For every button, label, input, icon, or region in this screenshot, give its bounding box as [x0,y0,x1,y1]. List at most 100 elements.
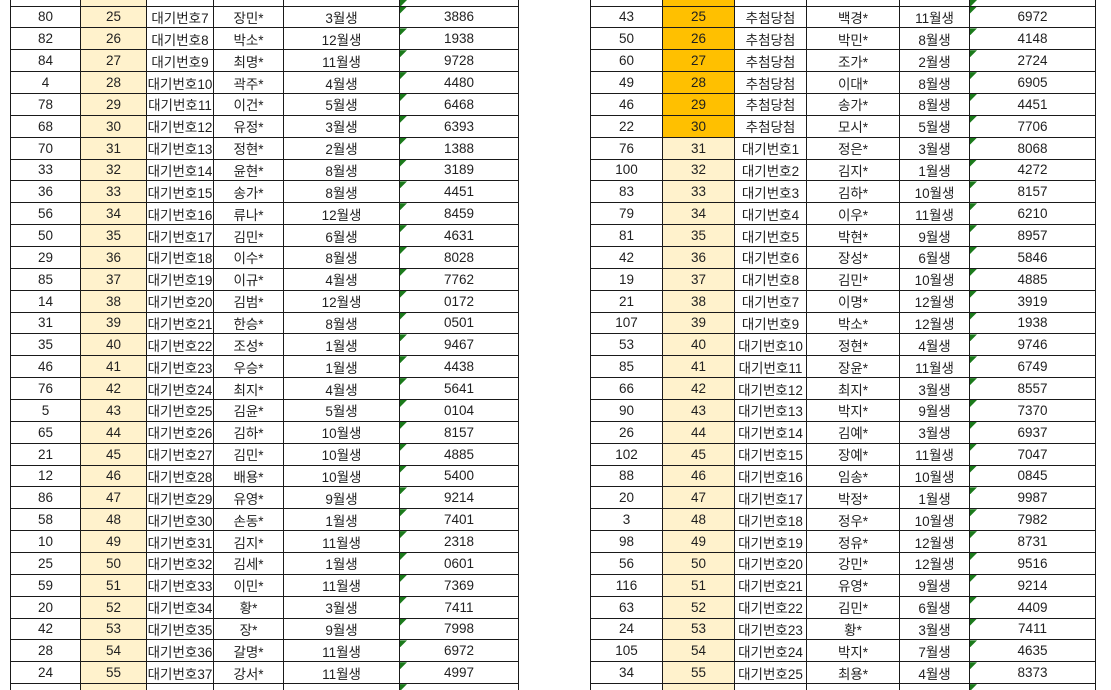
cell-status[interactable]: 대기번호11 [147,93,214,116]
cell-name[interactable]: 김윤* [214,399,284,422]
cell-status[interactable]: 추첨당첨 [735,50,807,73]
cell-status[interactable]: 대기번호18 [147,246,214,269]
cell-entry-number[interactable]: 21 [11,443,81,466]
cell-rank[interactable]: 55 [81,662,147,685]
cell-entry-number[interactable]: 14 [11,290,81,313]
cell-code[interactable]: 3189 [400,159,519,182]
cell-name[interactable] [214,0,284,7]
cell-entry-number[interactable]: 42 [11,618,81,641]
cell-name[interactable]: 김지* [214,531,284,553]
cell-name[interactable]: 박현* [807,225,900,247]
cell-code[interactable]: 7706 [970,115,1096,138]
cell-status[interactable]: 대기번호11 [735,356,807,379]
cell-rank[interactable]: 28 [663,72,735,94]
cell-birth-month[interactable]: 10월생 [900,181,970,204]
cell-code[interactable]: 4451 [400,181,519,204]
cell-entry-number[interactable]: 88 [591,465,663,488]
cell-birth-month[interactable]: 11월생 [284,574,400,597]
cell-name[interactable]: 강서* [214,662,284,685]
cell-code[interactable]: 0601 [400,552,519,575]
cell-name[interactable]: 박지* [807,399,900,422]
cell-entry-number[interactable]: 68 [11,115,81,138]
cell-entry-number[interactable]: 21 [591,290,663,313]
cell-status[interactable]: 대기번호17 [147,225,214,247]
cell-status[interactable]: 대기번호5 [735,225,807,247]
cell-birth-month[interactable]: 11월생 [900,443,970,466]
cell-rank[interactable]: 43 [663,399,735,422]
cell-birth-month[interactable]: 12월생 [900,531,970,553]
cell-rank[interactable]: 54 [81,640,147,663]
cell-entry-number[interactable]: 86 [11,487,81,510]
cell-status[interactable]: 대기번호20 [735,552,807,575]
cell-code[interactable]: 6210 [970,203,1096,226]
cell-code[interactable]: 8068 [970,137,1096,160]
cell-status[interactable]: 대기번호3 [735,181,807,204]
cell-entry-number[interactable]: 20 [591,487,663,510]
cell-entry-number[interactable]: 105 [591,640,663,663]
cell-entry-number[interactable]: 24 [591,618,663,641]
cell-birth-month[interactable] [284,684,400,690]
cell-rank[interactable]: 32 [663,159,735,182]
cell-status[interactable]: 대기번호23 [147,356,214,379]
cell-entry-number[interactable]: 24 [11,662,81,685]
cell-name[interactable]: 윤현* [214,159,284,182]
cell-rank[interactable] [663,684,735,690]
cell-code[interactable]: 7982 [970,509,1096,532]
cell-entry-number[interactable]: 36 [11,181,81,204]
cell-birth-month[interactable] [900,0,970,7]
cell-status[interactable]: 대기번호1 [735,137,807,160]
cell-birth-month[interactable]: 1월생 [284,509,400,532]
cell-birth-month[interactable] [900,684,970,690]
cell-birth-month[interactable]: 8월생 [284,159,400,182]
cell-name[interactable]: 장민* [214,6,284,29]
cell-status[interactable]: 대기번호24 [735,640,807,663]
cell-rank[interactable]: 42 [81,378,147,400]
cell-entry-number[interactable] [11,684,81,690]
cell-status[interactable]: 대기번호21 [147,312,214,335]
cell-code[interactable]: 6937 [970,421,1096,444]
cell-status[interactable]: 대기번호8 [147,28,214,51]
cell-birth-month[interactable]: 3월생 [900,378,970,400]
cell-entry-number[interactable]: 25 [11,552,81,575]
cell-name[interactable]: 황* [214,596,284,619]
cell-status[interactable]: 대기번호9 [147,50,214,73]
cell-status[interactable]: 대기번호19 [735,531,807,553]
cell-birth-month[interactable]: 9월생 [900,399,970,422]
cell-rank[interactable]: 30 [81,115,147,138]
cell-rank[interactable]: 36 [663,246,735,269]
cell-name[interactable]: 송가* [214,181,284,204]
cell-status[interactable]: 대기번호25 [735,662,807,685]
cell-birth-month[interactable]: 10월생 [284,443,400,466]
cell-birth-month[interactable]: 9월생 [900,225,970,247]
cell-birth-month[interactable]: 1월생 [900,159,970,182]
cell-status[interactable]: 대기번호17 [735,487,807,510]
cell-birth-month[interactable]: 11월생 [900,203,970,226]
cell-rank[interactable]: 30 [663,115,735,138]
cell-code[interactable]: 0172 [400,290,519,313]
cell-code[interactable]: 7401 [400,509,519,532]
cell-code[interactable]: 4438 [400,356,519,379]
cell-rank[interactable]: 26 [81,28,147,51]
cell-entry-number[interactable]: 43 [591,6,663,29]
cell-name[interactable]: 강민* [807,552,900,575]
cell-name[interactable]: 이수* [214,246,284,269]
cell-rank[interactable]: 50 [81,552,147,575]
cell-name[interactable]: 이명* [807,290,900,313]
cell-rank[interactable]: 51 [81,574,147,597]
cell-status[interactable]: 대기번호7 [735,290,807,313]
cell-entry-number[interactable]: 63 [591,596,663,619]
cell-birth-month[interactable]: 8월생 [900,93,970,116]
cell-name[interactable]: 최용* [807,662,900,685]
cell-code[interactable]: 2724 [970,50,1096,73]
cell-rank[interactable] [81,0,147,7]
cell-name[interactable]: 김세* [214,552,284,575]
cell-rank[interactable]: 41 [81,356,147,379]
cell-code[interactable]: 7369 [400,574,519,597]
cell-name[interactable]: 정유* [807,531,900,553]
cell-entry-number[interactable]: 35 [11,334,81,357]
cell-birth-month[interactable]: 11월생 [900,6,970,29]
cell-entry-number[interactable]: 116 [591,574,663,597]
cell-birth-month[interactable]: 9월생 [900,574,970,597]
cell-birth-month[interactable]: 1월생 [284,552,400,575]
cell-status[interactable]: 대기번호36 [147,640,214,663]
